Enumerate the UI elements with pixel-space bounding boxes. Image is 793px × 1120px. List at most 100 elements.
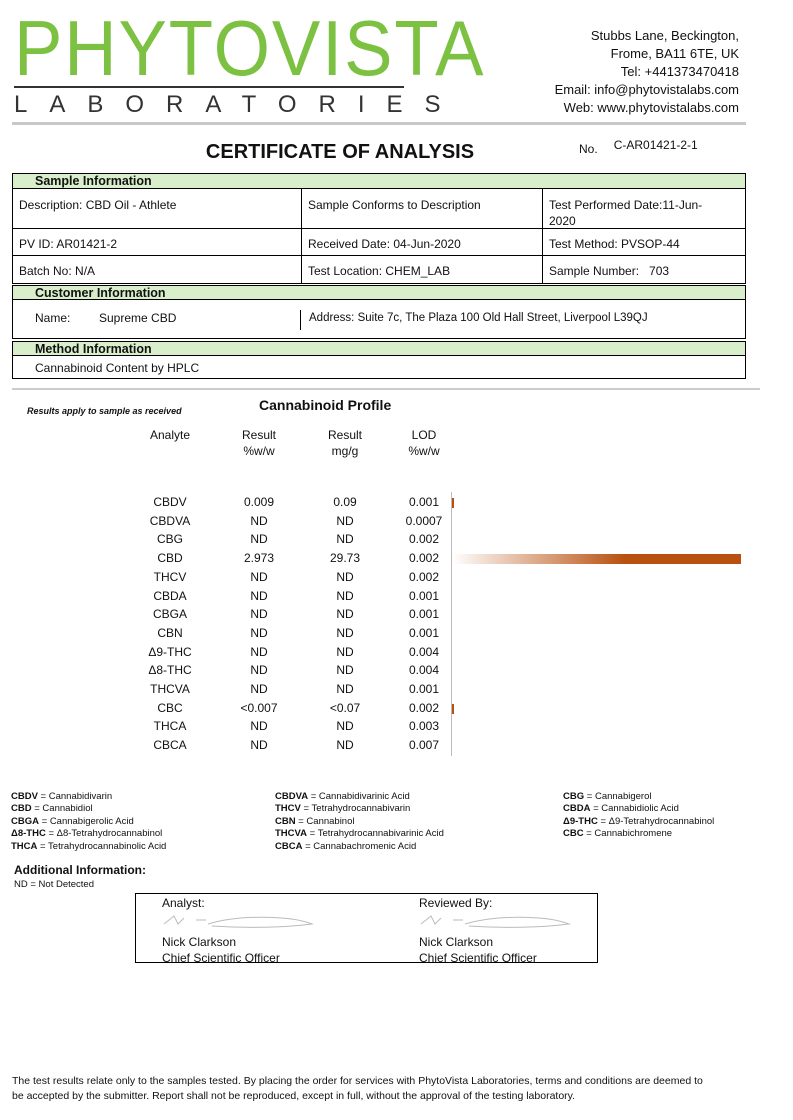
- abbreviation: CBDVA: [275, 791, 309, 802]
- result-cell: ND: [250, 719, 268, 734]
- result-cell: ND: [336, 682, 354, 696]
- analyst-label: Analyst:: [162, 896, 205, 910]
- full-name: Cannabidiol: [42, 803, 93, 815]
- legend-entry: THCV = Tetrahydrocannabivarin: [275, 803, 411, 815]
- full-name: Tetrahydrocannabivarin: [311, 803, 411, 815]
- analyte-name: CBDVA: [149, 513, 191, 528]
- result-cell: 0.09: [333, 495, 357, 509]
- abbreviation: THCA: [11, 840, 38, 852]
- legend-entry: CBCA = Cannabachromenic Acid: [275, 840, 417, 852]
- result-cell: ND: [250, 513, 268, 528]
- result-cell: ND: [336, 719, 354, 734]
- abbreviation: CBN: [275, 815, 296, 827]
- analyte-name: CBDA: [153, 588, 187, 603]
- analyte-name: CBCA: [153, 738, 187, 753]
- result-cell: 0.002: [408, 551, 440, 566]
- analyst-name: Nick Clarkson: [162, 935, 237, 949]
- method-info-table: Cannabinoid Content by HPLC: [12, 355, 746, 379]
- column-header-line: Analyte: [149, 428, 191, 442]
- full-name: Cannabidivarin: [48, 791, 113, 802]
- result-cell: 0.002: [408, 532, 440, 547]
- result-cell: 0.001: [408, 495, 440, 509]
- result-cell: ND: [336, 644, 354, 659]
- certificate-number: No. C-AR01421-2-1: [579, 138, 698, 156]
- full-name: Δ9-Tetrahydrocannabinol: [608, 815, 715, 827]
- method-info-header: Method Information: [12, 341, 746, 356]
- customer-info-header: Customer Information: [12, 285, 746, 300]
- abbreviation: CBD: [11, 803, 32, 815]
- result-cell: 0.001: [408, 607, 440, 622]
- analyte-name: THCVA: [150, 682, 190, 696]
- legend-entry: Δ8-THC = Δ8-Tetrahydrocannabinol: [11, 828, 163, 840]
- full-name: Tetrahydrocannabivarinic Acid: [317, 828, 444, 840]
- abbreviation: CBGA: [11, 815, 39, 827]
- abbreviation: THCV: [275, 803, 301, 815]
- reviewer-position: Chief Scientific Officer: [419, 951, 537, 965]
- legend-entry: THCA = Tetrahydrocannabinolic Acid: [11, 840, 167, 852]
- result-cell: 0.002: [408, 700, 440, 715]
- column-header-line: Result: [241, 428, 276, 442]
- abbreviation: Δ8-THC: [11, 828, 46, 840]
- email: Email: info@phytovistalabs.com: [554, 82, 739, 97]
- abbreviation: CBC: [563, 828, 584, 840]
- result-cell: <0.007: [240, 700, 278, 715]
- column-header-line: Result: [327, 428, 362, 442]
- legend-entry: CBDVA = Cannabidivarinic Acid: [275, 791, 410, 802]
- column-header: Analyte: [130, 427, 210, 443]
- legend-entry: Δ9-THC = Δ9-Tetrahydrocannabinol: [563, 815, 715, 827]
- test-method: Test Method: PVSOP-44: [549, 237, 680, 251]
- legend-entry: CBGA = Cannabigerolic Acid: [11, 815, 134, 827]
- column-header-line: mg/g: [331, 444, 359, 458]
- full-name: Cannabidiolic Acid: [601, 803, 679, 815]
- column-header: Result mg/g: [305, 427, 385, 459]
- reviewer-signature: [420, 915, 571, 928]
- result-cell: ND: [336, 738, 354, 753]
- result-cell: 0.001: [408, 682, 440, 696]
- result-cell: 0.0007: [405, 513, 443, 528]
- method-value: Cannabinoid Content by HPLC: [35, 361, 200, 375]
- customer-info-table: Name: Supreme CBD Address: Suite 7c, The…: [12, 299, 746, 339]
- result-cell: 0.001: [408, 588, 440, 603]
- abbreviation: Δ9-THC: [563, 815, 598, 827]
- column-header-line: LOD: [411, 428, 437, 442]
- result-cell: 29.73: [329, 551, 361, 566]
- result-cell: 0.001: [408, 625, 440, 640]
- full-name: Cannabinol: [306, 815, 355, 827]
- pv-id: PV ID: AR01421-2: [19, 237, 118, 251]
- chart-axis: [451, 492, 452, 756]
- full-name: Cannabigerolic Acid: [49, 815, 134, 827]
- result-cell: ND: [250, 607, 268, 622]
- analyte-name: THCV: [153, 569, 187, 584]
- result-cell: 0.004: [408, 644, 440, 659]
- result-bar: [452, 498, 454, 508]
- result-cell: 0.009: [243, 495, 275, 509]
- footer-disclaimer: The test results relate only to the samp…: [12, 1075, 703, 1102]
- result-cell: ND: [250, 532, 268, 547]
- additional-info-title: Additional Information:: [14, 863, 146, 877]
- result-cell: ND: [250, 588, 268, 603]
- result-cell: 2.973: [243, 551, 275, 566]
- sample-number: Sample Number: 703: [549, 264, 670, 278]
- result-cell: ND: [336, 532, 354, 547]
- analyst-signature: [163, 915, 314, 928]
- lab-address: Stubbs Lane, Beckington, Frome, BA11 6TE…: [555, 27, 739, 117]
- legend-entry: THCVA = Tetrahydrocannabivarinic Acid: [275, 828, 444, 840]
- result-cell: 0.002: [408, 569, 440, 584]
- test-location: Test Location: CHEM_LAB: [308, 264, 451, 278]
- full-name: Cannabidivarinic Acid: [318, 791, 410, 802]
- results-note: Results apply to sample as received: [27, 406, 182, 416]
- legend-entry: CBD = Cannabidiol: [11, 803, 93, 815]
- document-title: CERTIFICATE OF ANALYSIS: [205, 141, 475, 163]
- full-name: Δ8-Tetrahydrocannabinol: [56, 828, 163, 840]
- abbreviation: CBDA: [563, 803, 591, 815]
- column-header-line: %w/w: [243, 444, 275, 458]
- sample-info-header: Sample Information: [12, 173, 746, 189]
- analyte-name: THCA: [153, 719, 187, 734]
- description: Description: CBD Oil - Athlete: [19, 198, 177, 212]
- cert-no-label: No.: [579, 142, 598, 156]
- abbreviation: CBDV: [11, 791, 38, 802]
- column-header: LOD %w/w: [384, 427, 464, 459]
- result-cell: ND: [250, 569, 268, 584]
- analyst-position: Chief Scientific Officer: [162, 951, 280, 965]
- additional-info-note: ND = Not Detected: [14, 879, 94, 890]
